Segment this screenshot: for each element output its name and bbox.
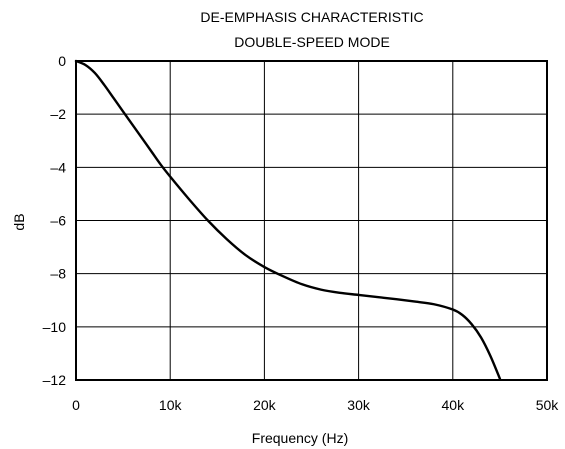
y-tick-label: –2 [50,106,66,122]
x-tick-label: 10k [159,397,183,413]
chart-title: DE-EMPHASIS CHARACTERISTIC DOUBLE-SPEED … [200,9,423,50]
y-tick-label: –6 [50,213,66,229]
y-axis-ticks: 0 –2 –4 –6 –8 –10 –12 [43,53,67,388]
x-tick-label: 0 [72,397,80,413]
y-tick-label: –10 [43,319,67,335]
chart-title-line-1: DE-EMPHASIS CHARACTERISTIC [200,9,423,25]
x-tick-label: 20k [253,397,277,413]
x-axis-label: Frequency (Hz) [252,430,348,446]
y-tick-label: –8 [50,266,66,282]
grid [76,61,547,380]
x-axis-ticks: 0 10k 20k 30k 40k 50k [72,397,559,413]
chart-title-line-2: DOUBLE-SPEED MODE [234,34,390,50]
y-tick-label: 0 [58,53,66,69]
series-line-0 [74,59,502,380]
x-tick-label: 50k [536,397,560,413]
y-tick-label: –4 [50,159,66,175]
plot-frame [75,60,548,381]
y-tick-label: –12 [43,372,67,388]
x-tick-label: 30k [347,397,371,413]
x-tick-label: 40k [442,397,466,413]
curve-layer [74,59,502,380]
y-axis-label: dB [11,213,27,230]
